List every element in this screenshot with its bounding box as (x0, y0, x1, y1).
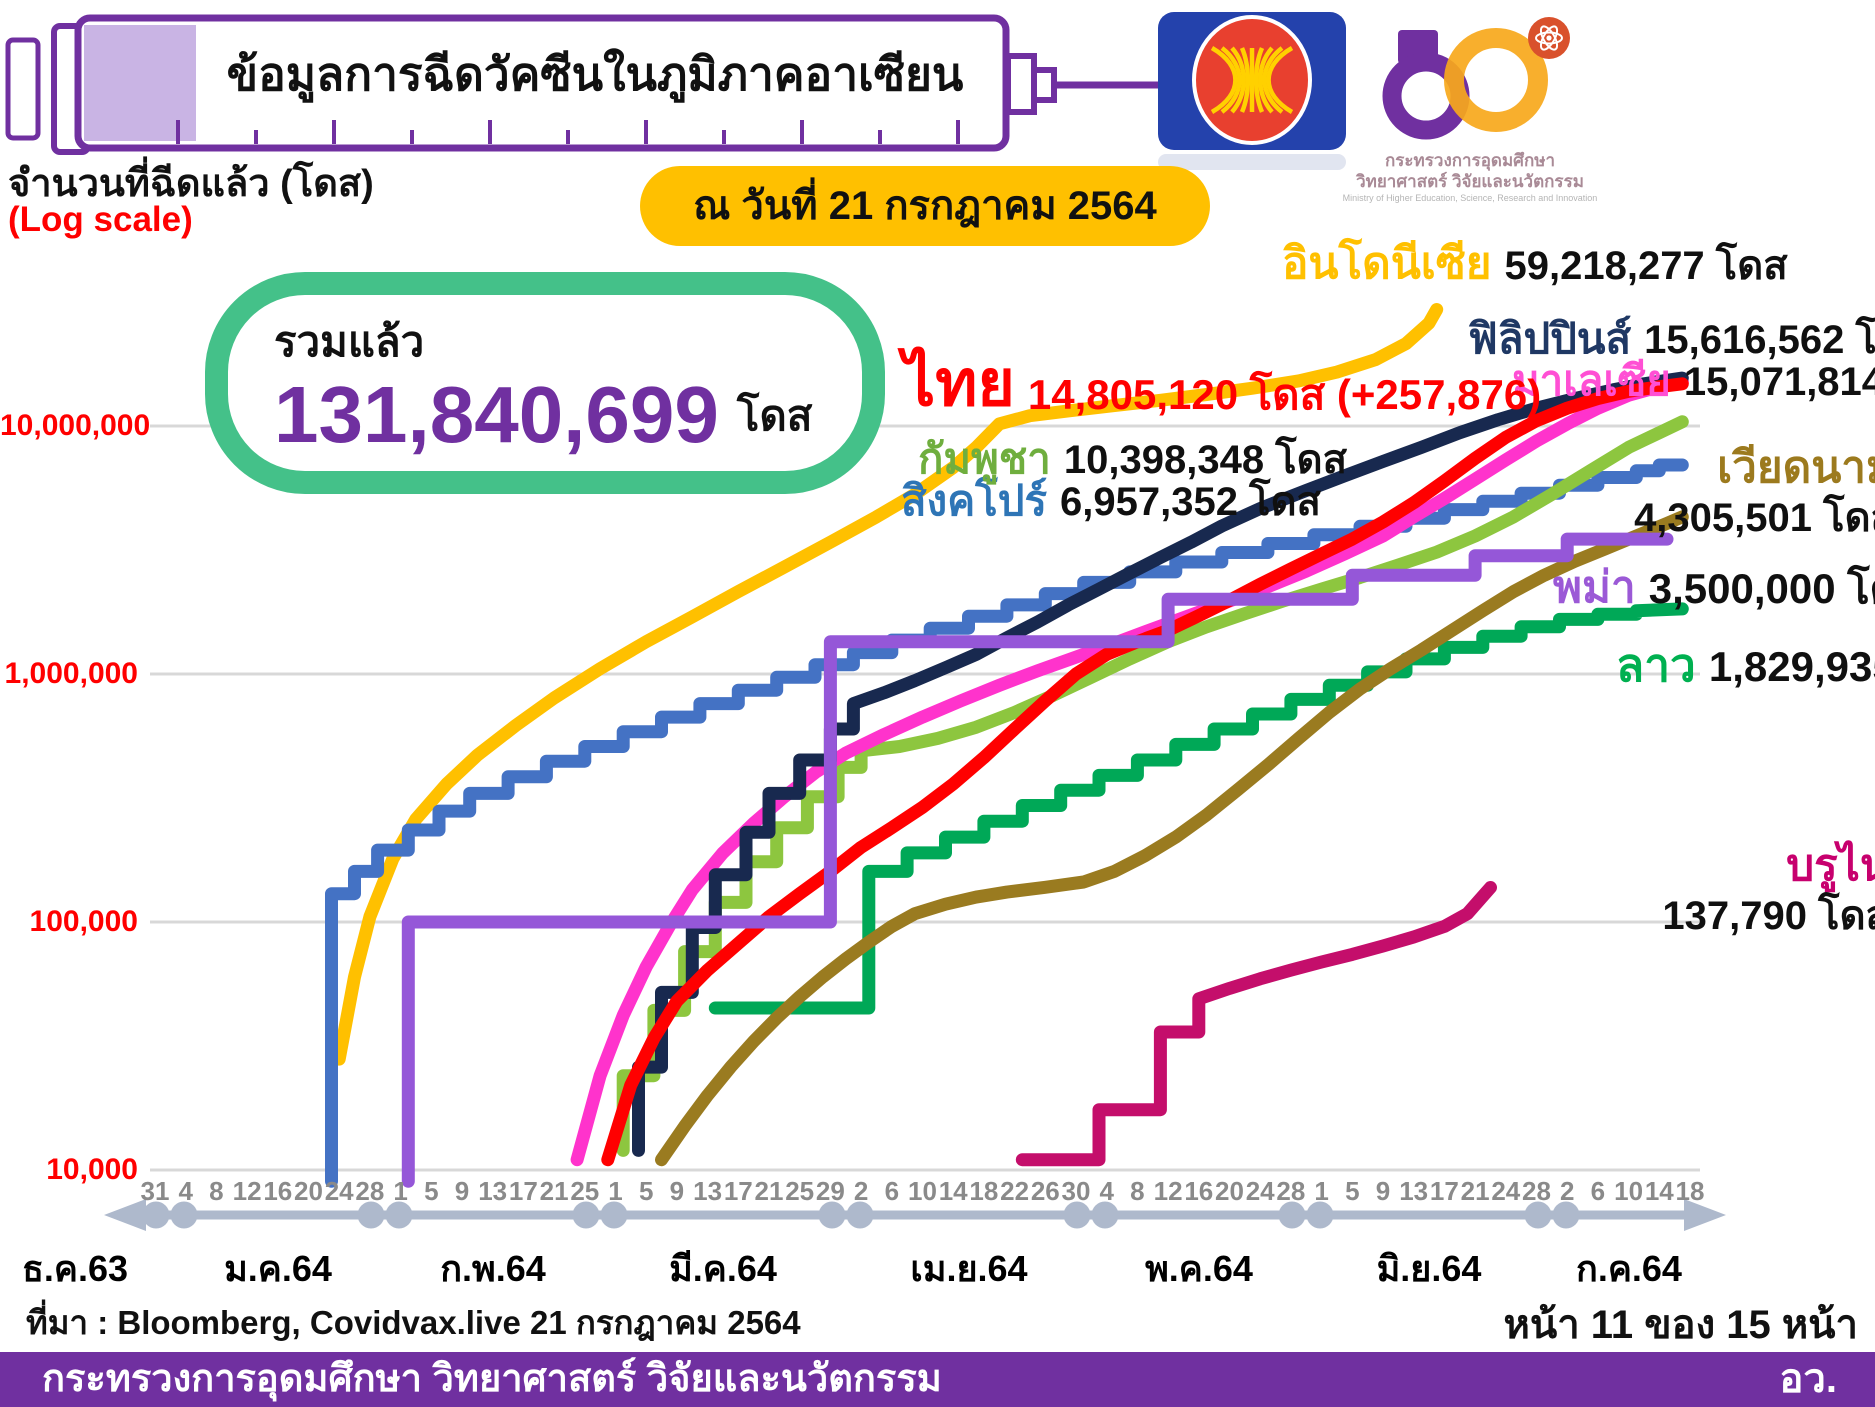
syringe-hub (1005, 53, 1037, 115)
mhesi-caption-line2: วิทยาศาสตร์ วิจัยและนวัตกรรม (1356, 172, 1584, 192)
timeline-beads (142, 1201, 1580, 1229)
timeline-axis (104, 1199, 1726, 1231)
mhesi-caption-line1: กระทรวงการอุดมศึกษา (1385, 151, 1555, 170)
series-line-brunei (1015, 881, 1497, 1167)
syringe-plunger-rod (5, 37, 41, 141)
syringe-nub (1031, 67, 1057, 103)
timeline-arrow-right-icon (1684, 1199, 1726, 1231)
log-scale-note: (Log scale) (8, 200, 193, 239)
mhesi-caption-line3: Ministry of Higher Education, Science, R… (1342, 192, 1598, 203)
syringe-banner (5, 14, 1158, 155)
series-line-indonesia (332, 303, 1444, 1066)
series-line-cambodia (616, 415, 1689, 1157)
total-box: รวมแล้ว 131,840,699 โดส (205, 272, 885, 494)
series-line-myanmar (401, 532, 1674, 1188)
page-number: หน้า 11 ของ 15 หน้า (1503, 1303, 1858, 1347)
y-axis-title: จำนวนที่ฉีดแล้ว (โดส) (8, 163, 374, 205)
chart-series (325, 303, 1689, 1188)
total-unit: โดส (736, 392, 813, 439)
footer-bar: กระทรวงการอุดมศึกษา วิทยาศาสตร์ วิจัยและ… (0, 1352, 1875, 1407)
series-line-laos (708, 602, 1689, 1015)
page-title: ข้อมูลการฉีดวัคซีนในภูมิภาคอาเซียน (226, 48, 964, 100)
ministry-abbr: อว. (1779, 1357, 1837, 1401)
mhesi-logo-icon (1382, 17, 1570, 140)
timeline-arrow-left-icon (104, 1199, 146, 1231)
series-line-singapore (325, 458, 1689, 1188)
syringe-scale-ticks (176, 120, 960, 144)
series-line-vietnam (655, 510, 1689, 1167)
ministry-name: กระทรวงการอุดมศึกษา วิทยาศาสตร์ วิจัยและ… (42, 1358, 942, 1400)
asean-flag-reflection (1158, 154, 1346, 170)
asean-flag-icon (1158, 12, 1346, 170)
date-badge: ณ วันที่ 21 กรกฎาคม 2564 (640, 166, 1210, 246)
mhesi-caption: กระทรวงการอุดมศึกษา วิทยาศาสตร์ วิจัยและ… (1330, 150, 1610, 204)
total-value: 131,840,699 (274, 370, 719, 459)
asean-rice-sheaf-icon (1210, 46, 1294, 114)
source-note: ที่มา : Bloomberg, Covidvax.live 21 กรกฎ… (26, 1304, 801, 1341)
atom-icon (1528, 17, 1570, 59)
series-line-philippines (632, 371, 1689, 1157)
total-label: รวมแล้ว (274, 318, 425, 365)
